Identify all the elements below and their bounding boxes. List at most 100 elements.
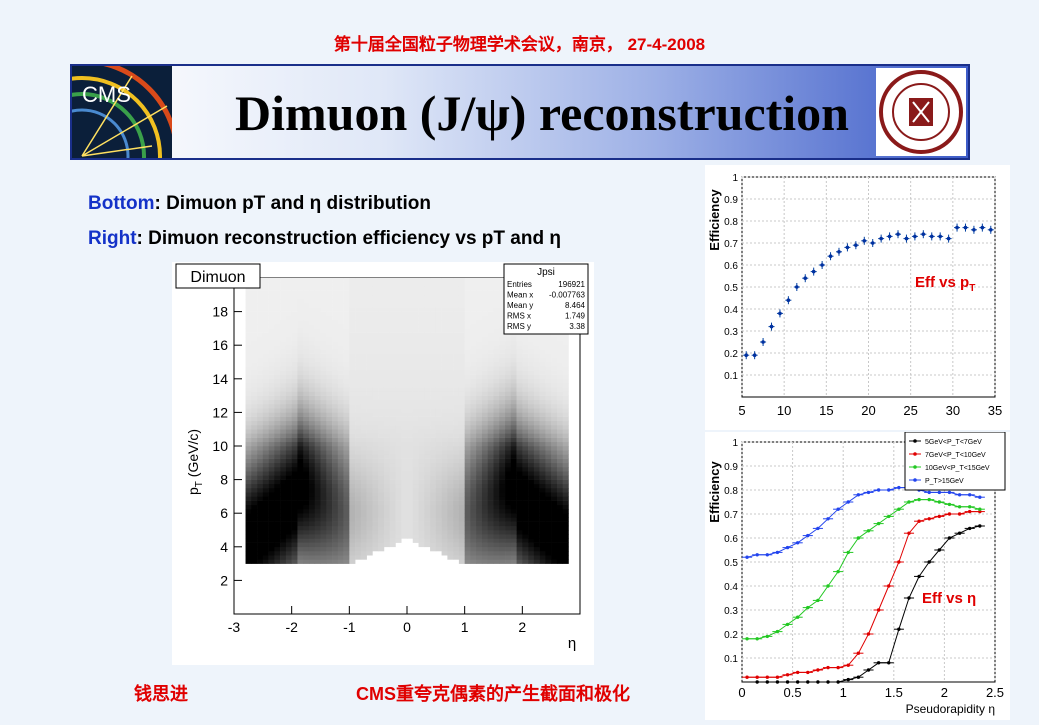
heatmap-cell bbox=[280, 458, 287, 464]
heatmap-cell bbox=[435, 441, 442, 447]
heatmap-cell bbox=[435, 290, 442, 296]
heatmap-cell bbox=[337, 311, 344, 317]
heatmap-cell bbox=[470, 441, 477, 447]
heatmap-cell bbox=[245, 362, 252, 367]
heatmap-cell bbox=[435, 399, 442, 405]
x-tick-label: 25 bbox=[903, 403, 917, 418]
heatmap-cell bbox=[539, 534, 546, 539]
heatmap-cell bbox=[435, 353, 442, 359]
heatmap-cell bbox=[314, 387, 321, 392]
heatmap-cell bbox=[245, 458, 252, 464]
heatmap-cell bbox=[470, 349, 477, 354]
heatmap-cell bbox=[383, 538, 390, 543]
heatmap-cell bbox=[412, 374, 419, 380]
heatmap-cell bbox=[481, 534, 489, 539]
data-point bbox=[856, 675, 861, 679]
heatmap-cell bbox=[285, 341, 292, 346]
heatmap-cell bbox=[303, 345, 310, 350]
heatmap-cell bbox=[476, 391, 483, 396]
heatmap-cell bbox=[481, 370, 489, 375]
heatmap-cell bbox=[257, 307, 264, 312]
heatmap-cell bbox=[274, 504, 281, 510]
heatmap-cell bbox=[320, 458, 327, 464]
heatmap-cell bbox=[407, 324, 414, 329]
heatmap-cell bbox=[412, 404, 419, 409]
heatmap-cell bbox=[441, 530, 448, 535]
heatmap-cell bbox=[320, 551, 327, 556]
heatmap-cell bbox=[320, 471, 327, 476]
heatmap-cell bbox=[360, 551, 367, 556]
heatmap-cell bbox=[430, 383, 437, 388]
data-point bbox=[937, 514, 942, 519]
heatmap-cell bbox=[251, 349, 258, 354]
heatmap-cell bbox=[308, 374, 316, 380]
heatmap-cell bbox=[401, 286, 408, 291]
heatmap-cell bbox=[562, 383, 569, 388]
heatmap-cell bbox=[528, 467, 535, 472]
heatmap-cell bbox=[389, 462, 396, 468]
heatmap-cell bbox=[366, 437, 373, 443]
heatmap-cell bbox=[349, 425, 356, 430]
stats-key: Mean x bbox=[507, 291, 533, 300]
heatmap-cell bbox=[280, 504, 287, 510]
heatmap-cell bbox=[424, 509, 431, 514]
heatmap-cell bbox=[430, 538, 437, 543]
heatmap-cell bbox=[251, 475, 258, 480]
heatmap-cell bbox=[297, 475, 304, 480]
heatmap-cell bbox=[545, 336, 552, 342]
heatmap-cell bbox=[441, 509, 448, 514]
heatmap-cell bbox=[424, 328, 431, 333]
heatmap-cell bbox=[274, 521, 281, 527]
heatmap-cell bbox=[268, 387, 275, 392]
heatmap-cell bbox=[262, 328, 269, 333]
heatmap-cell bbox=[441, 299, 448, 304]
heatmap-cell bbox=[470, 513, 477, 518]
heatmap-cell bbox=[303, 433, 310, 438]
heatmap-cell bbox=[407, 336, 414, 342]
heatmap-cell bbox=[424, 437, 431, 443]
heatmap-cell bbox=[251, 509, 258, 514]
heatmap-cell bbox=[418, 324, 425, 329]
heatmap-cell bbox=[528, 370, 535, 375]
heatmap-cell bbox=[551, 420, 558, 426]
heatmap-cell bbox=[430, 336, 437, 342]
heatmap-cell bbox=[528, 488, 535, 493]
heatmap-cell bbox=[360, 391, 367, 396]
heatmap-cell bbox=[274, 530, 281, 535]
heatmap-cell bbox=[424, 513, 431, 518]
heatmap-cell bbox=[487, 404, 494, 409]
heatmap-cell bbox=[343, 420, 350, 426]
heatmap-cell bbox=[349, 341, 356, 346]
heatmap-cell bbox=[418, 475, 425, 480]
heatmap-cell bbox=[262, 286, 269, 291]
heatmap-cell bbox=[372, 404, 379, 409]
heatmap-cell bbox=[441, 341, 448, 346]
heatmap-cell bbox=[487, 483, 494, 489]
heatmap-cell bbox=[505, 483, 512, 489]
heatmap-cell bbox=[562, 551, 569, 556]
heatmap-cell bbox=[285, 450, 292, 455]
heatmap-cell bbox=[366, 492, 373, 497]
heatmap-cell bbox=[499, 542, 506, 548]
heatmap-cell bbox=[280, 341, 287, 346]
heatmap-cell bbox=[545, 475, 552, 480]
data-point bbox=[775, 550, 780, 555]
heatmap-cell bbox=[308, 324, 316, 329]
heatmap-cell bbox=[458, 408, 465, 413]
heatmap-cell bbox=[285, 320, 292, 325]
heatmap-cell bbox=[337, 290, 344, 296]
heatmap-cell bbox=[332, 357, 339, 363]
heatmap-cell bbox=[297, 383, 304, 388]
data-point bbox=[836, 507, 840, 511]
heatmap-cell bbox=[343, 378, 350, 384]
heatmap-cell bbox=[424, 391, 431, 396]
heatmap-cell bbox=[476, 462, 483, 468]
heatmap-cell bbox=[372, 538, 379, 543]
heatmap-cell bbox=[516, 504, 523, 510]
heatmap-cell bbox=[412, 429, 419, 434]
heatmap-cell bbox=[458, 488, 465, 493]
heatmap-cell bbox=[505, 408, 512, 413]
heatmap-cell bbox=[412, 412, 419, 417]
heatmap-cell bbox=[314, 542, 321, 548]
heatmap-cell bbox=[280, 467, 287, 472]
